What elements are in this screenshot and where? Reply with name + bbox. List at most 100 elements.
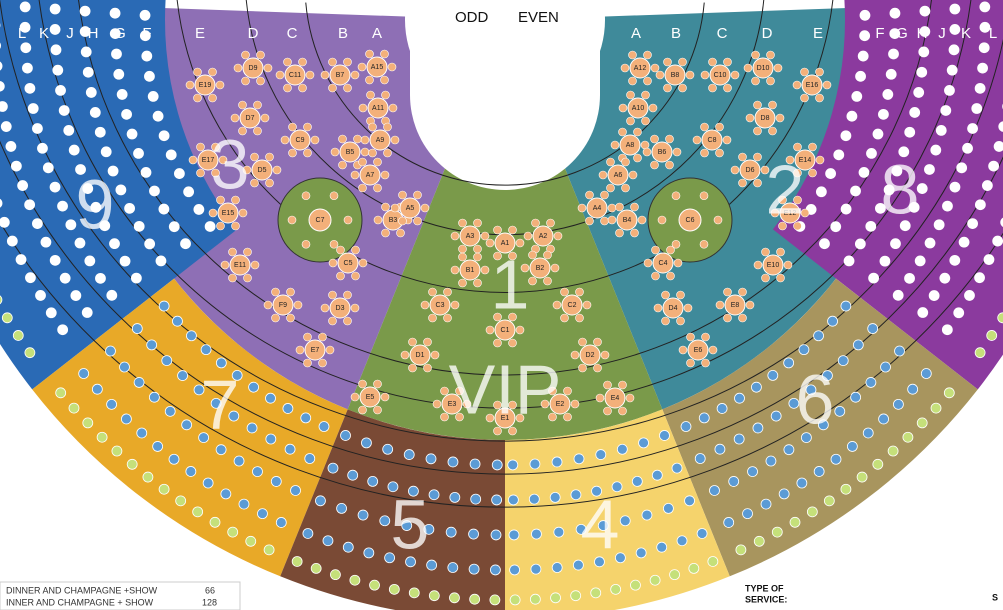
table-seat xyxy=(209,94,217,102)
table-seat xyxy=(529,277,537,285)
table-seat xyxy=(701,149,709,157)
row-letter: L xyxy=(18,25,26,42)
table-seat xyxy=(793,81,801,89)
seating-map: A1A2A3B1B2C1C2C3D1D2E1E2E3E4E5E19D9C11B7… xyxy=(0,0,1003,610)
seat xyxy=(490,595,500,605)
seat xyxy=(734,434,744,444)
seat xyxy=(531,529,541,539)
seat xyxy=(97,432,107,442)
table-seat xyxy=(601,217,609,225)
row-letter: F xyxy=(875,25,884,42)
table-seat xyxy=(777,248,785,256)
table-seat xyxy=(337,272,345,280)
table-seat xyxy=(381,50,389,58)
seat xyxy=(21,43,31,53)
seat xyxy=(492,495,502,505)
section-number: 2 xyxy=(766,150,805,228)
table-seat xyxy=(752,77,760,85)
table-seat xyxy=(296,346,304,354)
seat xyxy=(920,6,930,16)
seat xyxy=(819,239,829,249)
seat xyxy=(863,428,873,438)
seat xyxy=(931,145,941,155)
seat xyxy=(980,2,990,12)
table-seat xyxy=(547,219,555,227)
table-seat xyxy=(658,216,666,224)
table-label: D6 xyxy=(746,167,755,174)
table-seat xyxy=(677,291,685,299)
table-label: C7 xyxy=(316,217,325,224)
table-label: B7 xyxy=(336,72,345,79)
seat xyxy=(56,85,66,95)
row-letter: J xyxy=(66,25,74,42)
seat xyxy=(162,356,172,366)
table-seat xyxy=(330,192,338,200)
seat xyxy=(652,470,662,480)
seat xyxy=(20,2,30,12)
seat xyxy=(905,273,915,283)
table-seat xyxy=(666,161,674,169)
seat xyxy=(50,24,60,34)
seat xyxy=(852,91,862,101)
seat xyxy=(834,150,844,160)
seat xyxy=(552,457,562,467)
seat xyxy=(13,330,23,340)
seat xyxy=(156,256,166,266)
seat xyxy=(853,340,863,350)
table-seat xyxy=(216,81,224,89)
seat xyxy=(53,65,63,75)
seat xyxy=(890,8,900,18)
seat xyxy=(975,83,985,93)
table-seat xyxy=(304,123,312,131)
table-label: A15 xyxy=(371,64,384,71)
seat xyxy=(663,503,673,513)
seat xyxy=(835,406,845,416)
table-seat xyxy=(366,76,374,84)
table-seat xyxy=(767,51,775,59)
seat xyxy=(917,67,927,77)
seat xyxy=(60,273,70,283)
seat xyxy=(303,528,313,538)
table-seat xyxy=(354,135,362,143)
table-seat xyxy=(311,136,319,144)
seat xyxy=(107,290,117,300)
seat xyxy=(283,403,293,413)
table-seat xyxy=(257,77,265,85)
seat xyxy=(771,411,781,421)
table-seat xyxy=(351,393,359,401)
legend-label: INNER AND CHAMPAGNE + SHOW xyxy=(6,597,154,607)
table-label: E11 xyxy=(234,262,246,269)
seat xyxy=(469,529,479,539)
table-label: D2 xyxy=(586,352,595,359)
seat xyxy=(550,492,560,502)
seat xyxy=(768,370,778,380)
table-label: E16 xyxy=(806,82,819,89)
table-seat xyxy=(664,58,672,66)
seat xyxy=(630,580,640,590)
seat xyxy=(234,456,244,466)
seat xyxy=(0,217,9,227)
table-seat xyxy=(294,301,302,309)
table-seat xyxy=(339,135,347,143)
table-label: E8 xyxy=(731,302,740,309)
table-seat xyxy=(723,136,731,144)
seat xyxy=(16,255,26,265)
table-seat xyxy=(289,123,297,131)
seat xyxy=(695,454,705,464)
seat xyxy=(165,406,175,416)
table-seat xyxy=(687,359,695,367)
table-seat xyxy=(242,77,250,85)
row-letter: B xyxy=(671,25,681,42)
seat xyxy=(409,588,419,598)
seat xyxy=(814,331,824,341)
seat xyxy=(69,403,79,413)
table-seat xyxy=(344,216,352,224)
table-seat xyxy=(388,63,396,71)
table-seat xyxy=(754,153,762,161)
seat xyxy=(112,446,122,456)
table-seat xyxy=(351,304,359,312)
seat xyxy=(982,181,992,191)
seat xyxy=(319,422,329,432)
table-seat xyxy=(217,222,225,230)
table-seat xyxy=(594,364,602,372)
